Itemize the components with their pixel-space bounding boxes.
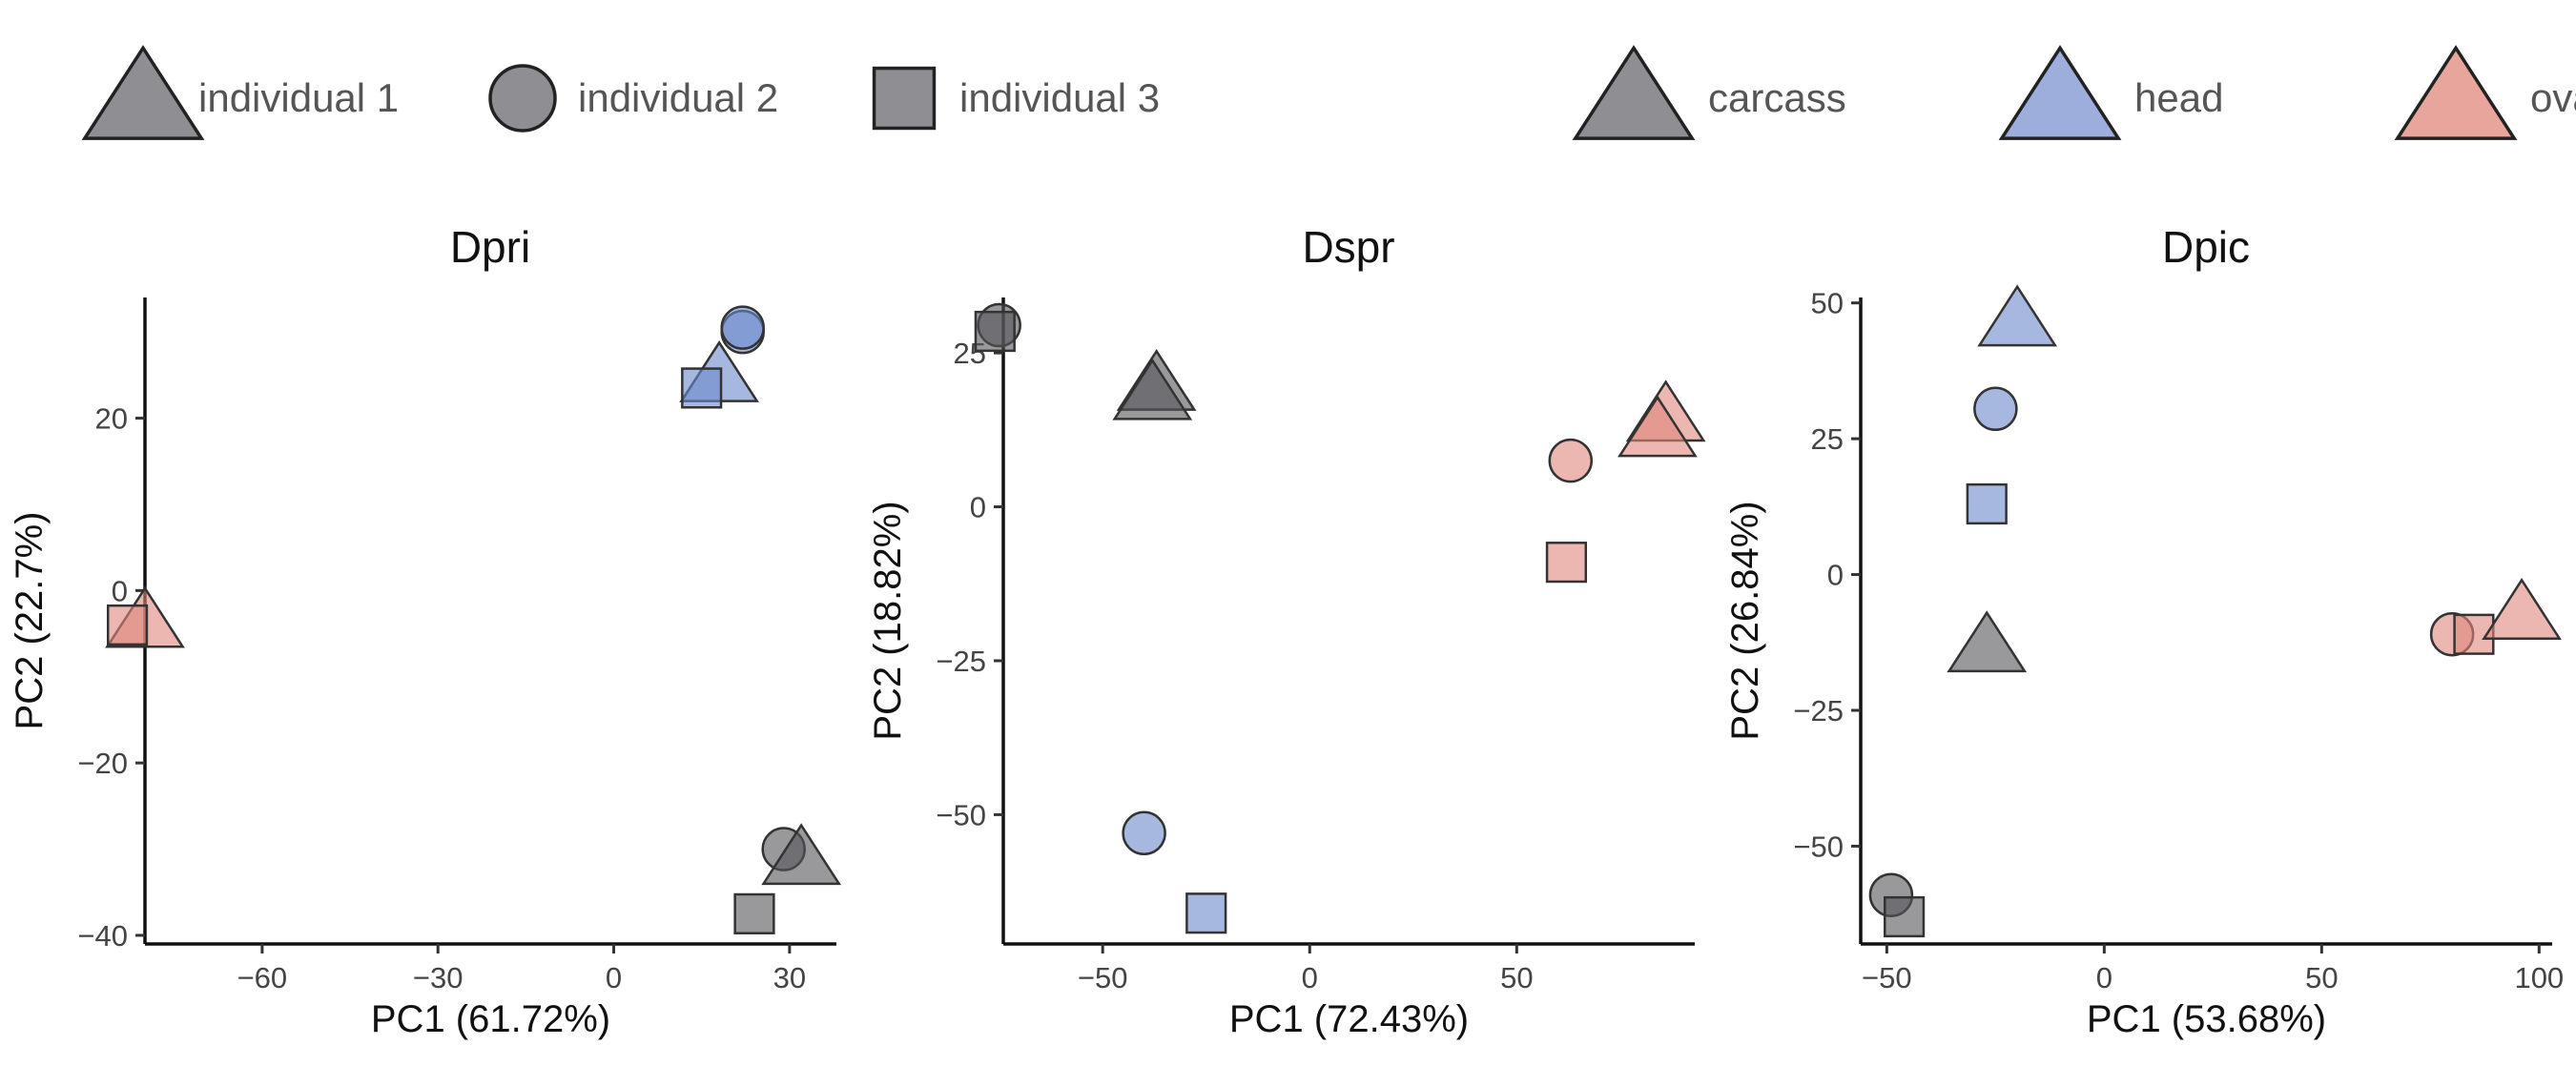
y-tick-label: −25	[1793, 694, 1844, 728]
panel-title: Dpri	[450, 222, 530, 272]
x-tick-label: −50	[1078, 961, 1128, 994]
panel-dpic: Dpic −50 0 50 100 −50 −25 0 25 50 PC1 (53.68%) PC2 …	[1724, 222, 2564, 1040]
point-carcass-square	[733, 892, 775, 934]
legend-label: head	[2134, 75, 2223, 120]
x-tick-label: 30	[773, 961, 806, 994]
point-carcass-triangle	[1112, 358, 1193, 420]
point-carcass-square	[1883, 895, 1926, 938]
point-head-triangle	[1977, 284, 2058, 347]
x-tick-label: −60	[237, 961, 288, 994]
x-tick-label: 0	[1302, 961, 1318, 994]
point-head-circle	[1122, 810, 1166, 856]
x-axis-label: PC1 (72.43%)	[1229, 998, 1469, 1040]
legend-item-individual-3: individual 3	[872, 66, 1160, 131]
legend-label: ovary	[2530, 75, 2576, 120]
y-tick-label: 25	[1811, 422, 1844, 456]
x-tick-label: −30	[413, 961, 464, 994]
y-tick-label: 0	[1827, 559, 1844, 592]
x-tick-label: 50	[1500, 961, 1533, 994]
legend-label: carcass	[1708, 75, 1846, 120]
panel-title: Dspr	[1302, 222, 1394, 272]
y-axis-label: PC2 (18.82%)	[867, 501, 909, 740]
point-ovary-square	[1545, 542, 1588, 584]
legend-key-circle	[488, 64, 557, 133]
legend-item-individual-1: individual 1	[81, 45, 399, 140]
legend-key-square	[872, 66, 937, 131]
y-tick-label: 0	[970, 491, 986, 524]
y-tick-label: −25	[936, 645, 986, 678]
y-tick-label: −50	[936, 798, 986, 831]
legend-label: individual 1	[198, 75, 399, 120]
x-tick-label: −50	[1862, 961, 1912, 994]
point-head-square	[1966, 482, 2008, 525]
legend: individual 1 individual 2 individual 3 carc…	[81, 45, 2576, 140]
point-carcass-triangle	[1947, 610, 2028, 673]
x-tick-label: 0	[606, 961, 622, 994]
panel-title: Dpic	[2162, 222, 2250, 272]
y-axis-label: PC2 (22.7%)	[9, 512, 51, 730]
point-ovary-circle	[1548, 438, 1594, 483]
point-head-square	[681, 367, 723, 409]
x-tick-label: 50	[2305, 961, 2338, 994]
point-carcass-square	[974, 310, 1016, 353]
y-tick-label: −40	[77, 919, 128, 953]
y-tick-label: −20	[77, 747, 128, 780]
legend-item-head: head	[1998, 45, 2223, 140]
y-tick-label: −50	[1793, 830, 1844, 863]
y-tick-label: 20	[95, 402, 128, 436]
x-axis-label: PC1 (53.68%)	[2087, 998, 2326, 1040]
x-axis-label: PC1 (61.72%)	[371, 998, 610, 1040]
point-head-circle	[1973, 386, 2018, 432]
x-tick-label: 100	[2514, 961, 2564, 994]
legend-key-triangle	[81, 45, 205, 140]
point-head-circle	[720, 305, 765, 350]
x-tick-label: 0	[2096, 961, 2112, 994]
point-ovary-square	[106, 604, 149, 646]
point-ovary-triangle	[2482, 578, 2562, 640]
y-axis-label: PC2 (26.84%)	[1724, 501, 1766, 740]
legend-label: individual 2	[578, 75, 778, 120]
point-head-square	[1185, 892, 1227, 934]
legend-item-individual-2: individual 2	[488, 64, 778, 133]
legend-item-carcass: carcass	[1572, 45, 1846, 140]
legend-key-triangle	[1998, 45, 2122, 140]
legend-key-triangle	[1572, 45, 1696, 140]
y-tick-label: 50	[1811, 287, 1844, 320]
legend-item-ovary: ovary	[2394, 45, 2576, 140]
legend-label: individual 3	[959, 75, 1160, 120]
point-carcass-triangle	[761, 823, 842, 886]
panel-dpri: Dpri −60 −30 0 30 −40 −20 0 20 PC1 (61.72%) PC2 (2…	[9, 222, 842, 1040]
y-tick-label: 0	[112, 574, 128, 607]
point-ovary-triangle	[1618, 395, 1698, 458]
panels: Dpri −60 −30 0 30 −40 −20 0 20 PC1 (61.72%) PC2 (2…	[9, 222, 2564, 1040]
legend-key-triangle	[2394, 45, 2518, 140]
